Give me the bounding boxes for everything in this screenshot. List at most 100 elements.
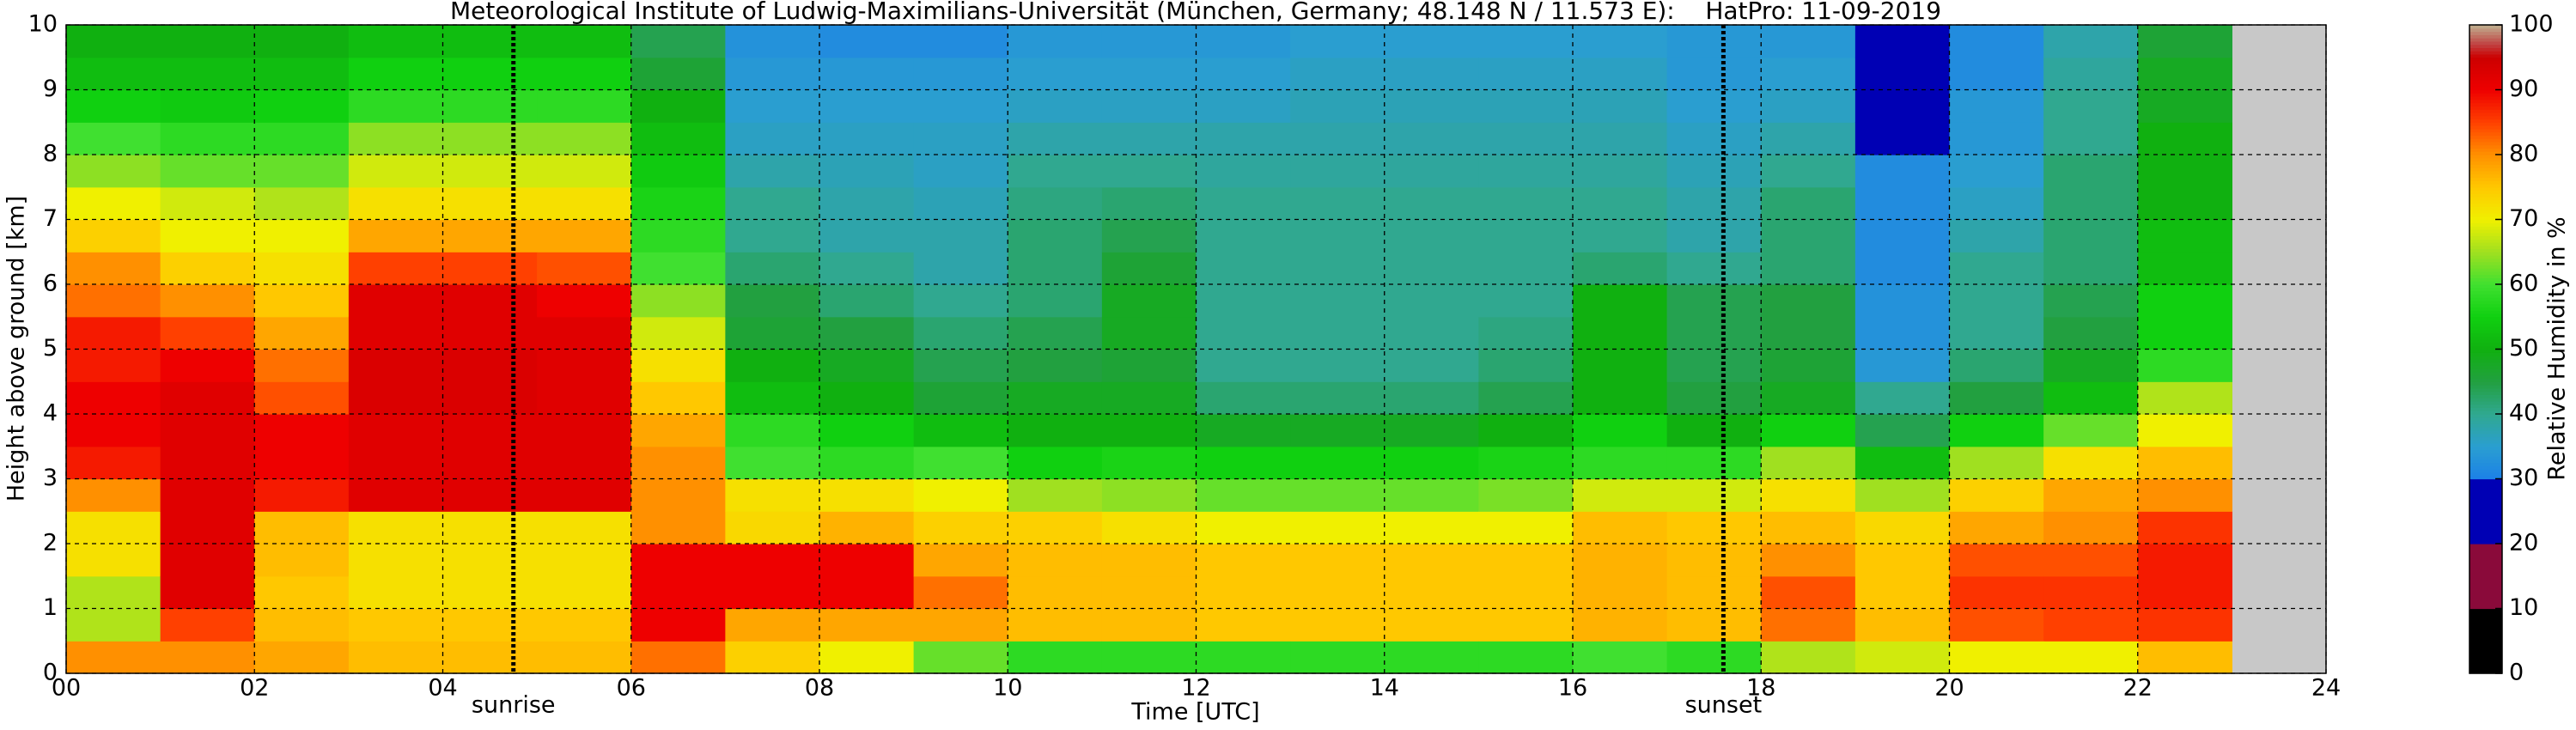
heatmap-cell — [160, 57, 255, 91]
heatmap-cell — [1478, 89, 1574, 123]
heatmap-cell — [1666, 608, 1762, 642]
heatmap-cell — [537, 122, 632, 155]
heatmap-cell — [2137, 316, 2232, 350]
heatmap-cell — [66, 316, 161, 350]
colorbar-cell — [2469, 206, 2502, 210]
heatmap-cell — [913, 284, 1008, 318]
heatmap-cell — [160, 575, 255, 610]
y-tick-label: 9 — [43, 76, 58, 102]
heatmap-cell — [1384, 414, 1479, 447]
colorbar-cell — [2469, 76, 2502, 81]
heatmap-cell — [2137, 511, 2232, 544]
heatmap-cell — [725, 316, 820, 350]
heatmap-cell — [348, 284, 444, 318]
heatmap-cell — [2043, 478, 2139, 512]
heatmap-cell — [254, 186, 350, 221]
heatmap-cell — [2137, 478, 2232, 512]
colorbar-cell — [2469, 544, 2502, 548]
heatmap-cell — [254, 316, 350, 350]
colorbar-cell — [2469, 371, 2502, 376]
colorbar-cell — [2469, 261, 2502, 265]
heatmap-cell — [254, 122, 350, 155]
colorbar-cell — [2469, 637, 2502, 642]
heatmap-cell — [160, 641, 255, 674]
heatmap-cell — [1008, 446, 1103, 480]
heatmap-cell — [537, 89, 632, 123]
colorbar-cell — [2469, 621, 2502, 625]
heatmap-cell — [348, 608, 444, 642]
heatmap-cell — [1761, 89, 1856, 123]
colorbar-cell — [2469, 226, 2502, 230]
heatmap-cell — [160, 316, 255, 350]
heatmap-cell — [254, 252, 350, 285]
y-tick-label: 0 — [43, 660, 58, 686]
heatmap-cell — [630, 186, 726, 221]
heatmap-cell — [2137, 284, 2232, 318]
heatmap-cell — [2043, 575, 2139, 610]
colorbar-cell — [2469, 634, 2502, 639]
heatmap-cell — [913, 186, 1008, 221]
heatmap-cell — [2137, 641, 2232, 674]
heatmap-cell — [1008, 284, 1103, 318]
heatmap-cell — [1761, 478, 1856, 512]
heatmap-cell — [1008, 414, 1103, 447]
colorbar-cell — [2469, 271, 2502, 276]
heatmap-cell — [1854, 57, 1951, 91]
colorbar-cell — [2469, 329, 2502, 334]
colorbar-cell — [2469, 381, 2502, 386]
heatmap-cell — [1196, 25, 1291, 58]
colorbar-cell — [2469, 47, 2502, 52]
heatmap-cell — [1761, 511, 1856, 544]
heatmap-cell — [819, 608, 915, 642]
heatmap-cell — [1854, 219, 1951, 252]
colorbar-cell — [2469, 524, 2502, 528]
colorbar-cell — [2469, 617, 2502, 623]
heatmap-cell — [1573, 478, 1668, 512]
heatmap-cell — [1290, 349, 1385, 382]
colorbar-cell — [2469, 258, 2502, 263]
heatmap-cell — [630, 511, 726, 544]
heatmap-cell — [630, 608, 726, 642]
heatmap-cell — [254, 25, 350, 58]
heatmap-cell — [1196, 478, 1291, 512]
heatmap-cell — [348, 316, 444, 350]
heatmap-cell — [1573, 219, 1668, 252]
heatmap-cell — [1008, 544, 1103, 577]
heatmap-cell — [913, 89, 1008, 123]
colorbar-cell — [2469, 579, 2502, 583]
heatmap-cell — [1573, 284, 1668, 318]
colorbar-cell — [2469, 407, 2502, 411]
x-tick-label: 06 — [617, 675, 646, 702]
heatmap-cell — [160, 381, 255, 415]
colorbar-cell — [2469, 449, 2502, 453]
heatmap-cell — [1666, 511, 1762, 544]
heatmap-cell — [913, 641, 1008, 674]
colorbar-cell — [2469, 644, 2502, 648]
colorbar-cell — [2469, 31, 2502, 35]
colorbar-cell — [2469, 157, 2502, 162]
colorbar-cell — [2469, 670, 2502, 674]
marker-label: sunrise — [472, 692, 556, 719]
heatmap-cell — [254, 544, 350, 577]
heatmap-cell — [630, 641, 726, 674]
heatmap-cell — [1478, 122, 1574, 155]
heatmap-cell — [1384, 575, 1479, 610]
colorbar-cell — [2469, 38, 2502, 42]
colorbar-cell — [2469, 96, 2502, 100]
y-tick-label: 1 — [43, 594, 58, 621]
heatmap-cell — [254, 57, 350, 91]
heatmap-cell — [1008, 155, 1103, 188]
heatmap-cell — [1101, 186, 1197, 221]
heatmap-cell — [160, 446, 255, 480]
heatmap-cell — [1008, 57, 1103, 91]
heatmap-cell — [66, 89, 161, 123]
colorbar-cell — [2469, 60, 2502, 64]
heatmap-cell — [1573, 575, 1668, 610]
heatmap-cell — [819, 641, 915, 674]
colorbar-cell — [2469, 255, 2502, 259]
heatmap-cell — [66, 252, 161, 285]
heatmap-cell — [1949, 284, 2044, 318]
heatmap-cell — [1854, 381, 1951, 415]
colorbar-cell — [2469, 64, 2502, 68]
colorbar-cell — [2469, 586, 2502, 590]
